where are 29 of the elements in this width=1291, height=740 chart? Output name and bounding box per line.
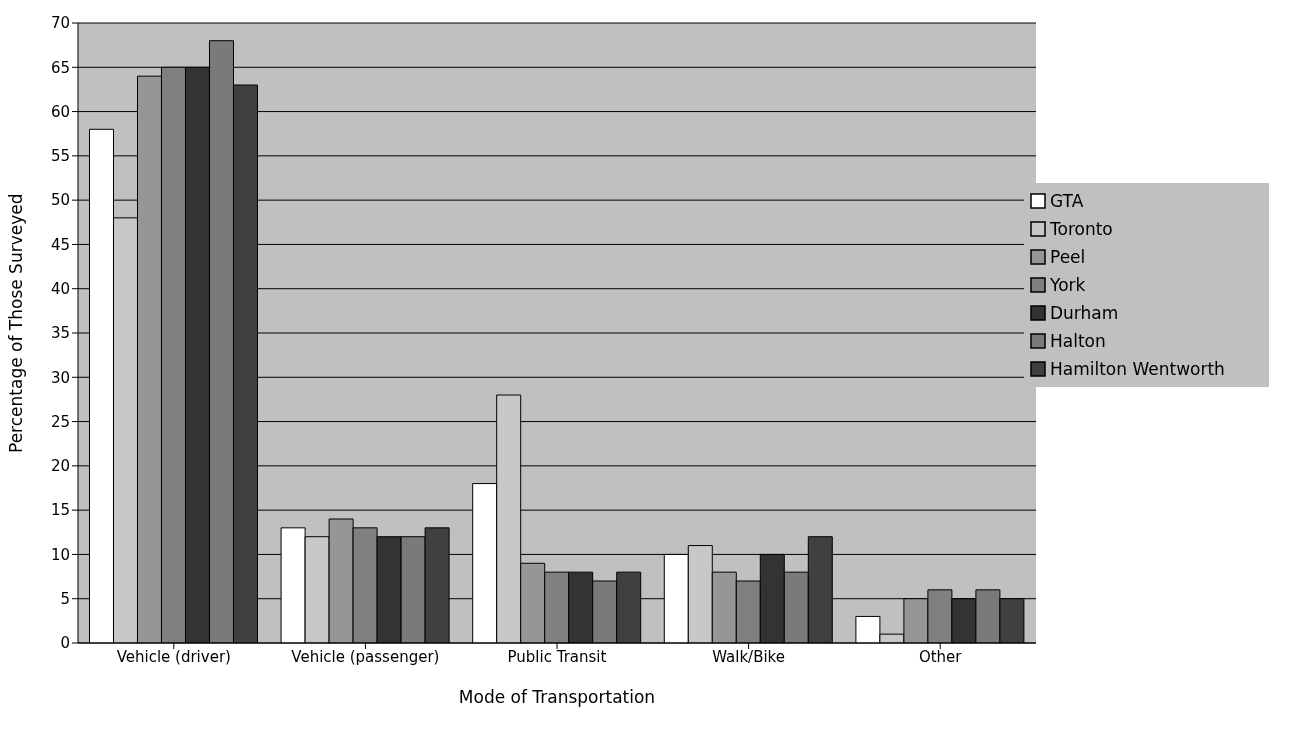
y-tick-label: 55 xyxy=(50,147,70,166)
x-tick-label: Vehicle (passenger) xyxy=(291,647,440,666)
y-tick-label: 45 xyxy=(50,235,70,254)
y-tick-label: 15 xyxy=(50,501,70,520)
y-tick-label: 65 xyxy=(50,58,70,77)
legend-label: Toronto xyxy=(1050,219,1113,239)
y-tick-label: 40 xyxy=(50,280,70,299)
y-tick-label: 30 xyxy=(50,368,70,387)
x-axis-title: Mode of Transportation xyxy=(458,687,656,707)
y-tick-label: 60 xyxy=(50,102,70,121)
y-tick-label: 0 xyxy=(60,634,70,653)
x-tick-label: Walk/Bike xyxy=(712,647,786,666)
y-axis-title: Percentage of Those Surveyed xyxy=(6,193,27,453)
x-tick-label: Vehicle (driver) xyxy=(116,647,231,666)
legend-label: Hamilton Wentworth xyxy=(1050,359,1225,379)
legend-label: Durham xyxy=(1050,303,1119,323)
y-tick-label: 20 xyxy=(50,457,70,476)
legend-label: York xyxy=(1050,275,1086,295)
y-tick-label: 70 xyxy=(50,14,70,33)
legend-label: GTA xyxy=(1050,191,1084,211)
x-tick-label: Other xyxy=(918,647,963,666)
y-tick-label: 25 xyxy=(50,412,70,431)
y-tick-label: 5 xyxy=(60,590,70,609)
x-tick-label: Public Transit xyxy=(507,647,607,666)
y-tick-label: 10 xyxy=(50,545,70,564)
y-tick-label: 35 xyxy=(50,324,70,343)
legend-label: Peel xyxy=(1050,247,1086,267)
y-tick-label: 50 xyxy=(50,191,70,210)
legend-label: Halton xyxy=(1050,331,1106,351)
